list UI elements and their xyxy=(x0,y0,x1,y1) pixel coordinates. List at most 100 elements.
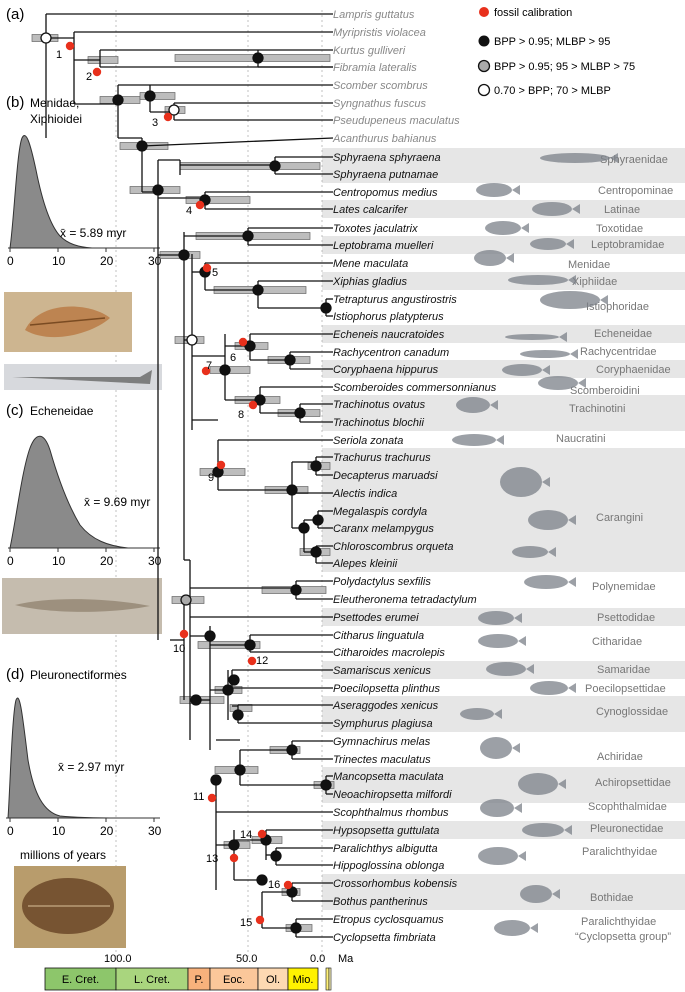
family-label: Cynoglossidae xyxy=(596,706,668,718)
legend-strong: BPP > 0.95; MLBP > 95 xyxy=(494,36,610,48)
age-bar xyxy=(179,162,321,170)
fish-tail xyxy=(518,851,526,861)
family-label: Polynemidae xyxy=(592,581,656,593)
family-label: Rachycentridae xyxy=(580,346,656,358)
fish-tail xyxy=(530,923,538,933)
fish-tail xyxy=(558,779,566,789)
period-label: L. Cret. xyxy=(134,974,170,986)
fossil-calibration xyxy=(163,112,173,122)
period-label: Mio. xyxy=(293,974,314,986)
period-label: E. Cret. xyxy=(62,974,99,986)
fish-illustration xyxy=(480,737,512,759)
taxon-shade xyxy=(322,272,685,290)
fish-illustration xyxy=(530,238,566,250)
period-label: Eoc. xyxy=(223,974,245,986)
tree-branches xyxy=(45,13,334,938)
taxon-shade-bands xyxy=(322,148,685,910)
fish-tail xyxy=(512,185,520,195)
fish-tail xyxy=(572,204,580,214)
taxon-label: Trachinotus ovatus xyxy=(333,399,426,411)
hist-tick-label: 0 xyxy=(7,824,14,838)
family-label: Istiophoridae xyxy=(586,301,649,313)
period-box xyxy=(325,967,330,991)
family-label: Pleuronectidae xyxy=(590,823,663,835)
family-label: Bothidae xyxy=(590,892,633,904)
histogram-b: x̄ = 5.89 myr xyxy=(8,135,160,249)
legend-fossil: fossil calibration xyxy=(494,7,572,19)
taxon-label: Scomber scombrus xyxy=(333,80,428,92)
fish-illustration xyxy=(520,885,552,903)
support-node xyxy=(286,484,298,496)
support-node xyxy=(242,230,254,242)
family-label: Scophthalmidae xyxy=(588,801,667,813)
fish-tail xyxy=(512,743,520,753)
panel-c-label: (c) xyxy=(6,402,24,419)
taxon-label: Etropus cyclosquamus xyxy=(333,914,444,926)
taxon-label: Syngnathus fuscus xyxy=(333,98,426,110)
fish-illustration xyxy=(524,575,568,589)
fish-illustrations xyxy=(452,153,618,936)
calibration-number: 12 xyxy=(256,655,268,667)
family-label: Psettodidae xyxy=(597,612,655,624)
hist-tick-label: 30 xyxy=(148,254,162,268)
taxon-shade xyxy=(322,767,685,803)
hist-tick-label: 0 xyxy=(7,254,14,268)
fossil-calibration xyxy=(195,200,205,210)
taxon-label: Symphurus plagiusa xyxy=(333,718,433,730)
taxon-label: Myripristis violacea xyxy=(333,27,426,39)
taxon-label: Lampris guttatus xyxy=(333,9,415,21)
taxon-label: Citharus linguatula xyxy=(333,630,424,642)
fish-tail xyxy=(566,239,574,249)
fish-illustration xyxy=(520,350,570,358)
taxon-label: Istiophorus platypterus xyxy=(333,311,444,323)
fish-illustration xyxy=(518,773,558,795)
taxon-label: Alectis indica xyxy=(332,488,397,500)
fish-tail xyxy=(568,683,576,693)
age-bar xyxy=(185,196,251,204)
fish-tail xyxy=(514,613,522,623)
family-label: Paralichthyidae xyxy=(581,916,656,928)
family-label: Trachinotini xyxy=(569,403,625,415)
calibration-number: 7 xyxy=(206,360,212,372)
support-node xyxy=(228,674,240,686)
hist-tick-label: 30 xyxy=(148,824,162,838)
period-box xyxy=(287,967,319,991)
fish-illustration xyxy=(522,823,564,837)
taxon-label: Toxotes jaculatrix xyxy=(333,223,418,235)
fossil-calibration xyxy=(216,460,226,470)
fossil-calibration xyxy=(257,829,267,839)
fossil-image-echeneidae xyxy=(2,578,162,634)
fossil-calibration xyxy=(201,366,211,376)
support-node xyxy=(168,104,180,116)
fish-illustration xyxy=(512,546,548,558)
calibration-number: 1 xyxy=(56,49,62,61)
taxon-label: Sphyraena sphyraena xyxy=(333,152,441,164)
taxon-shade xyxy=(322,148,685,183)
taxon-label: Hypsopsetta guttulata xyxy=(333,825,439,837)
fish-illustration xyxy=(500,467,542,497)
support-node xyxy=(284,354,296,366)
taxon-label: Cyclopsetta fimbriata xyxy=(333,932,436,944)
taxon-label: Trinectes maculatus xyxy=(333,754,431,766)
taxon-label: Mene maculata xyxy=(333,258,408,270)
support-node xyxy=(320,302,332,314)
fish-tail xyxy=(526,664,534,674)
support-node xyxy=(112,94,124,106)
support-node xyxy=(254,394,266,406)
calibration-number: 13 xyxy=(206,853,218,865)
hist-tick-label: 10 xyxy=(52,254,66,268)
calibration-number: 10 xyxy=(173,643,185,655)
fish-illustration xyxy=(478,611,514,625)
family-label: Paralichthyidae xyxy=(582,846,657,858)
family-label: Poecilopsettidae xyxy=(585,683,666,695)
taxon-label: Polydactylus sexfilis xyxy=(333,576,431,588)
taxon-label: Scomberoides commersonnianus xyxy=(333,382,497,394)
taxon-label: Bothus pantherinus xyxy=(333,896,428,908)
support-node xyxy=(40,32,52,44)
taxon-label: Kurtus gulliveri xyxy=(333,45,406,57)
support-node xyxy=(204,630,216,642)
legend: fossil calibration BPP > 0.95; MLBP > 95… xyxy=(477,7,635,97)
taxon-label: Mancopsetta maculata xyxy=(333,771,444,783)
fossil-calibration xyxy=(65,41,75,51)
